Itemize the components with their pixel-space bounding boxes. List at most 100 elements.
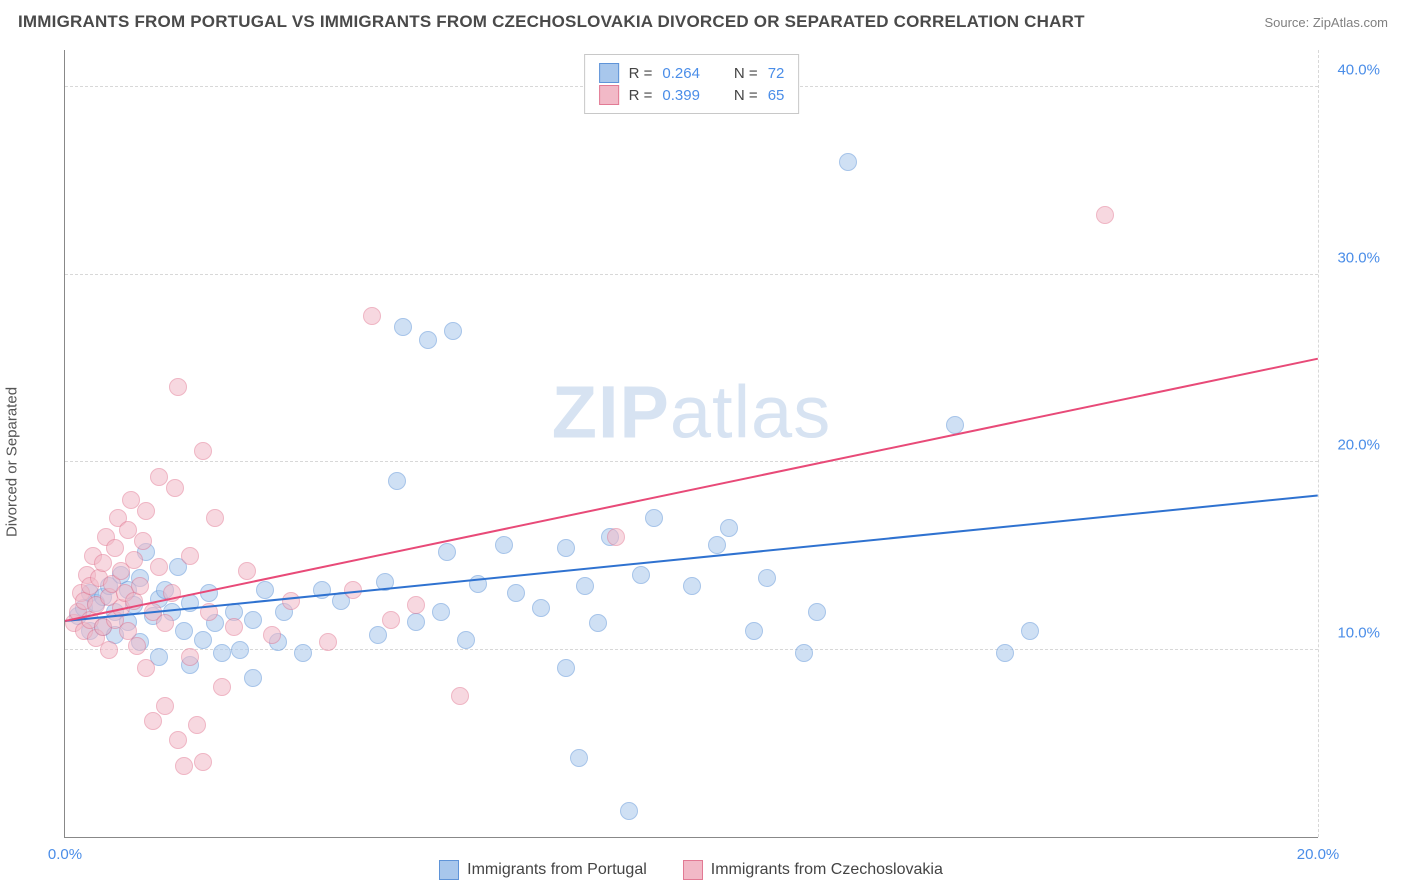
y-tick-label: 10.0% — [1337, 624, 1380, 641]
data-point — [131, 577, 149, 595]
data-point — [532, 599, 550, 617]
source-label: Source: ZipAtlas.com — [1264, 15, 1388, 30]
chart-title: IMMIGRANTS FROM PORTUGAL VS IMMIGRANTS F… — [18, 12, 1085, 32]
data-point — [194, 631, 212, 649]
n-label: N = — [734, 65, 758, 82]
data-point — [589, 614, 607, 632]
data-point — [188, 716, 206, 734]
data-point — [200, 584, 218, 602]
n-label: N = — [734, 87, 758, 104]
gridline-v — [1318, 50, 1319, 837]
data-point — [407, 613, 425, 631]
data-point — [576, 577, 594, 595]
data-point — [632, 566, 650, 584]
r-value: 0.399 — [662, 87, 700, 104]
data-point — [175, 622, 193, 640]
data-point — [106, 539, 124, 557]
data-point — [169, 378, 187, 396]
data-point — [119, 521, 137, 539]
data-point — [94, 554, 112, 572]
data-point — [238, 562, 256, 580]
data-point — [839, 153, 857, 171]
data-point — [451, 687, 469, 705]
legend-stats: R = 0.264 N = 72 R = 0.399 N = 65 — [584, 54, 800, 114]
data-point — [181, 547, 199, 565]
data-point — [946, 416, 964, 434]
data-point — [144, 712, 162, 730]
data-point — [244, 669, 262, 687]
y-axis-label: Divorced or Separated — [4, 387, 21, 537]
data-point — [256, 581, 274, 599]
data-point — [708, 536, 726, 554]
data-point — [407, 596, 425, 614]
watermark: ZIPatlas — [552, 370, 831, 455]
data-point — [169, 731, 187, 749]
legend-item: Immigrants from Czechoslovakia — [683, 860, 943, 880]
data-point — [607, 528, 625, 546]
data-point — [394, 318, 412, 336]
r-value: 0.264 — [662, 65, 700, 82]
legend-label: Immigrants from Czechoslovakia — [711, 861, 943, 879]
data-point — [419, 331, 437, 349]
data-point — [432, 603, 450, 621]
data-point — [194, 442, 212, 460]
legend-swatch — [439, 860, 459, 880]
data-point — [137, 659, 155, 677]
data-point — [319, 633, 337, 651]
data-point — [758, 569, 776, 587]
data-point — [645, 509, 663, 527]
data-point — [1021, 622, 1039, 640]
legend-series: Immigrants from Portugal Immigrants from … — [64, 860, 1318, 880]
y-tick-label: 20.0% — [1337, 437, 1380, 454]
chart-area: Divorced or Separated ZIPatlas R =0.264N… — [18, 42, 1388, 882]
gridline-h — [65, 274, 1318, 275]
data-point — [620, 802, 638, 820]
legend-swatch — [599, 85, 619, 105]
legend-item: Immigrants from Portugal — [439, 860, 647, 880]
data-point — [206, 509, 224, 527]
chart-header: IMMIGRANTS FROM PORTUGAL VS IMMIGRANTS F… — [0, 0, 1406, 40]
data-point — [134, 532, 152, 550]
data-point — [683, 577, 701, 595]
r-label: R = — [629, 65, 653, 82]
legend-swatch — [683, 860, 703, 880]
data-point — [263, 626, 281, 644]
legend-swatch — [599, 63, 619, 83]
data-point — [125, 551, 143, 569]
data-point — [244, 611, 262, 629]
y-tick-label: 30.0% — [1337, 249, 1380, 266]
data-point — [457, 631, 475, 649]
data-point — [225, 618, 243, 636]
data-point — [100, 641, 118, 659]
data-point — [996, 644, 1014, 662]
data-point — [557, 659, 575, 677]
data-point — [175, 757, 193, 775]
data-point — [382, 611, 400, 629]
data-point — [213, 678, 231, 696]
data-point — [444, 322, 462, 340]
data-point — [156, 697, 174, 715]
r-label: R = — [629, 87, 653, 104]
data-point — [745, 622, 763, 640]
data-point — [181, 648, 199, 666]
data-point — [137, 502, 155, 520]
data-point — [369, 626, 387, 644]
data-point — [438, 543, 456, 561]
legend-label: Immigrants from Portugal — [467, 861, 647, 879]
data-point — [150, 558, 168, 576]
legend-stat-row: R = 0.399 N = 65 — [599, 85, 785, 105]
data-point — [194, 753, 212, 771]
y-tick-label: 40.0% — [1337, 62, 1380, 79]
n-value: 72 — [768, 65, 785, 82]
n-value: 65 — [768, 87, 785, 104]
data-point — [808, 603, 826, 621]
data-point — [363, 307, 381, 325]
trend-line — [65, 494, 1318, 622]
data-point — [570, 749, 588, 767]
data-point — [795, 644, 813, 662]
data-point — [128, 637, 146, 655]
data-point — [720, 519, 738, 537]
data-point — [1096, 206, 1114, 224]
data-point — [156, 614, 174, 632]
data-point — [166, 479, 184, 497]
